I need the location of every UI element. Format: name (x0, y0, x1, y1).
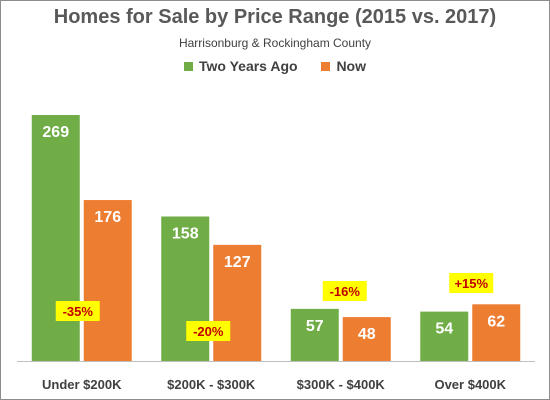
data-label-1-1: 269 (42, 124, 69, 141)
legend-label-series-1: Two Years Ago (199, 58, 298, 74)
legend-swatch-series-1 (184, 62, 193, 71)
bar-2-1 (83, 200, 132, 361)
chart-title: Homes for Sale by Price Range (2015 vs. … (53, 6, 497, 28)
change-badge-3 (322, 281, 367, 301)
bar-2-2 (213, 244, 262, 361)
change-label-4: +15% (454, 276, 488, 291)
data-label-2-1: 176 (94, 209, 121, 226)
change-label-1: -35% (63, 304, 94, 319)
change-badge-4 (449, 273, 494, 293)
bar-1-3 (290, 308, 339, 361)
bar-2-3 (342, 317, 391, 361)
data-label-1-4: 54 (435, 321, 453, 338)
change-label-2: -20% (193, 324, 224, 339)
change-label-3: -16% (330, 284, 361, 299)
change-badge-1 (55, 301, 100, 321)
category-label-3: $300K - $400K (297, 377, 386, 392)
legend-swatch-series-2 (321, 62, 331, 71)
chart-subtitle: Harrisonburg & Rockingham County (178, 36, 372, 50)
legend-item-series-1: Two Years Ago (184, 58, 298, 74)
data-label-2-2: 127 (224, 254, 251, 271)
data-label-1-2: 158 (172, 226, 199, 243)
legend-label-series-2: Now (336, 58, 366, 74)
change-badge-2 (186, 321, 231, 341)
legend-item-series-2: Now (321, 58, 366, 74)
chart-legend: Two Years Ago Now (0, 58, 550, 74)
category-label-1: Under $200K (42, 377, 122, 392)
data-label-2-4: 62 (487, 313, 505, 330)
bar-1-4 (420, 311, 469, 361)
bar-2-4 (472, 304, 521, 361)
category-label-2: $200K - $300K (167, 377, 256, 392)
category-label-4: Over $400K (434, 377, 506, 392)
data-label-1-3: 57 (306, 318, 324, 335)
data-label-2-3: 48 (358, 326, 376, 343)
bar-1-1 (31, 115, 80, 361)
